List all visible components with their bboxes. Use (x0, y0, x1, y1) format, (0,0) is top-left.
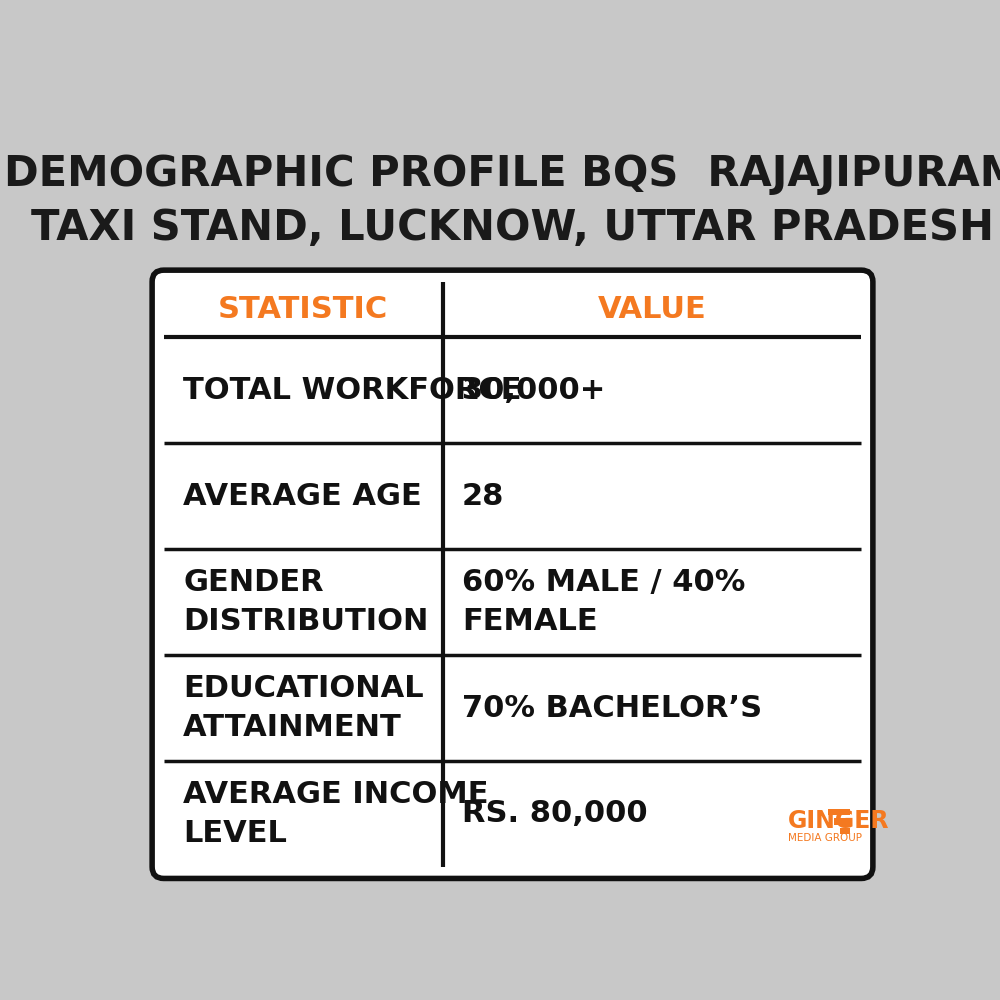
Text: AVERAGE AGE: AVERAGE AGE (183, 482, 422, 511)
Text: GINGER: GINGER (788, 809, 889, 833)
Text: MEDIA GROUP: MEDIA GROUP (788, 833, 862, 843)
FancyBboxPatch shape (152, 270, 873, 878)
FancyBboxPatch shape (840, 828, 850, 834)
Text: 70% BACHELOR’S: 70% BACHELOR’S (462, 694, 762, 723)
Text: GENDER
DISTRIBUTION: GENDER DISTRIBUTION (183, 568, 428, 636)
Text: DEMOGRAPHIC PROFILE BQS  RAJAJIPURAM
TAXI STAND, LUCKNOW, UTTAR PRADESH: DEMOGRAPHIC PROFILE BQS RAJAJIPURAM TAXI… (4, 153, 1000, 249)
Text: VALUE: VALUE (598, 295, 706, 324)
Text: STATISTIC: STATISTIC (218, 295, 388, 324)
Text: TOTAL WORKFORCE: TOTAL WORKFORCE (183, 376, 522, 405)
Text: 30,000+: 30,000+ (462, 376, 606, 405)
Text: AVERAGE INCOME
LEVEL: AVERAGE INCOME LEVEL (183, 780, 489, 848)
Text: RS. 80,000: RS. 80,000 (462, 799, 648, 828)
FancyBboxPatch shape (834, 818, 850, 825)
Text: 28: 28 (462, 482, 505, 511)
Text: 60% MALE / 40%
FEMALE: 60% MALE / 40% FEMALE (462, 568, 746, 636)
Text: EDUCATIONAL
ATTAINMENT: EDUCATIONAL ATTAINMENT (183, 674, 424, 742)
FancyBboxPatch shape (828, 809, 850, 815)
